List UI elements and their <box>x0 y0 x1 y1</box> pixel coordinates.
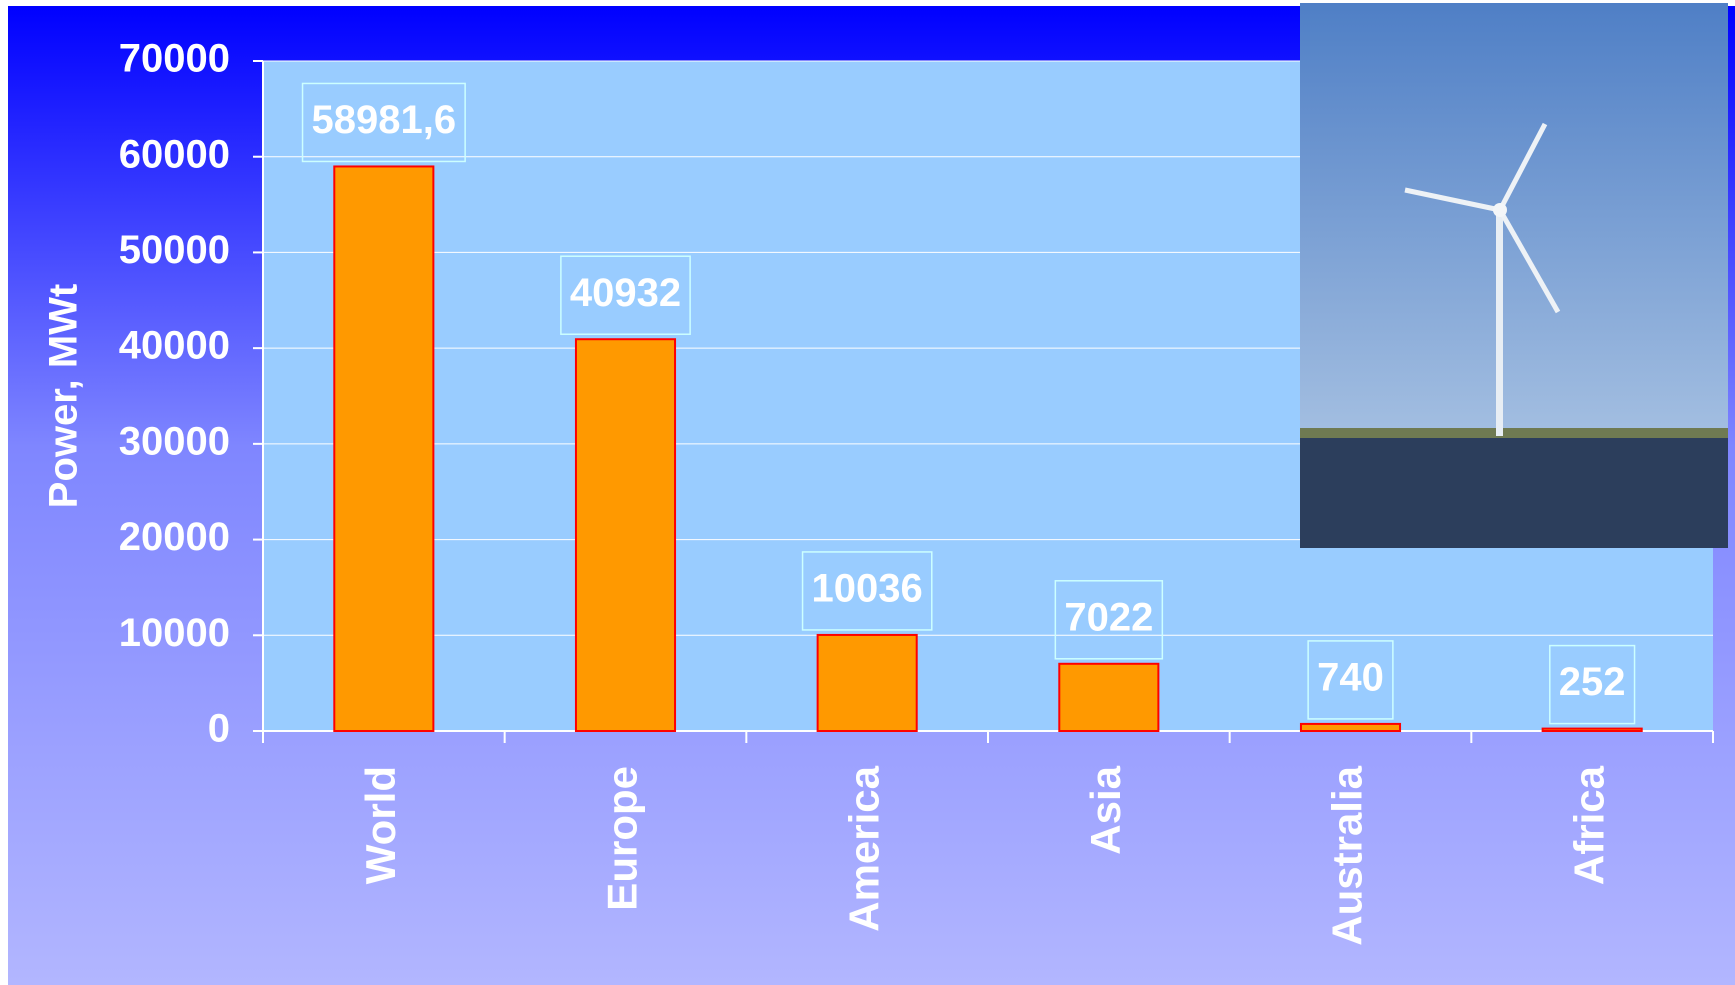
bar <box>574 338 677 732</box>
y-axis-label: Power, MWt <box>42 284 86 508</box>
data-label: 740 <box>1317 655 1384 699</box>
data-label: 252 <box>1559 660 1626 704</box>
data-label: 40932 <box>570 271 681 315</box>
y-tick-label: 30000 <box>119 419 230 463</box>
y-tick-label: 0 <box>208 707 230 751</box>
bar <box>816 633 918 733</box>
y-tick-label: 20000 <box>119 515 230 559</box>
data-label-box <box>1307 640 1394 720</box>
bar <box>333 165 435 732</box>
x-tick-label: Europe <box>599 766 646 911</box>
data-label-box <box>801 551 933 631</box>
bar <box>1058 662 1160 732</box>
photo <box>1300 3 1728 548</box>
data-label-box <box>1549 644 1636 725</box>
data-label: 7022 <box>1064 595 1153 639</box>
data-label-box <box>560 255 691 335</box>
y-tick-label: 50000 <box>119 228 230 272</box>
data-label-box <box>301 82 466 163</box>
bar <box>1541 727 1643 733</box>
data-label-box <box>1054 580 1164 660</box>
y-tick-label: 10000 <box>119 611 230 655</box>
x-tick-label: World <box>357 766 404 884</box>
x-tick-label: Australia <box>1324 765 1371 945</box>
x-tick-label: Africa <box>1565 765 1612 885</box>
y-tick-label: 60000 <box>119 132 230 176</box>
x-tick-label: Asia <box>1082 765 1129 854</box>
y-tick-label: 70000 <box>119 37 230 81</box>
x-tick-label: America <box>840 765 887 931</box>
bar <box>1299 722 1402 732</box>
data-label: 10036 <box>812 567 923 611</box>
data-label: 58981,6 <box>312 98 457 142</box>
y-tick-label: 40000 <box>119 324 230 368</box>
